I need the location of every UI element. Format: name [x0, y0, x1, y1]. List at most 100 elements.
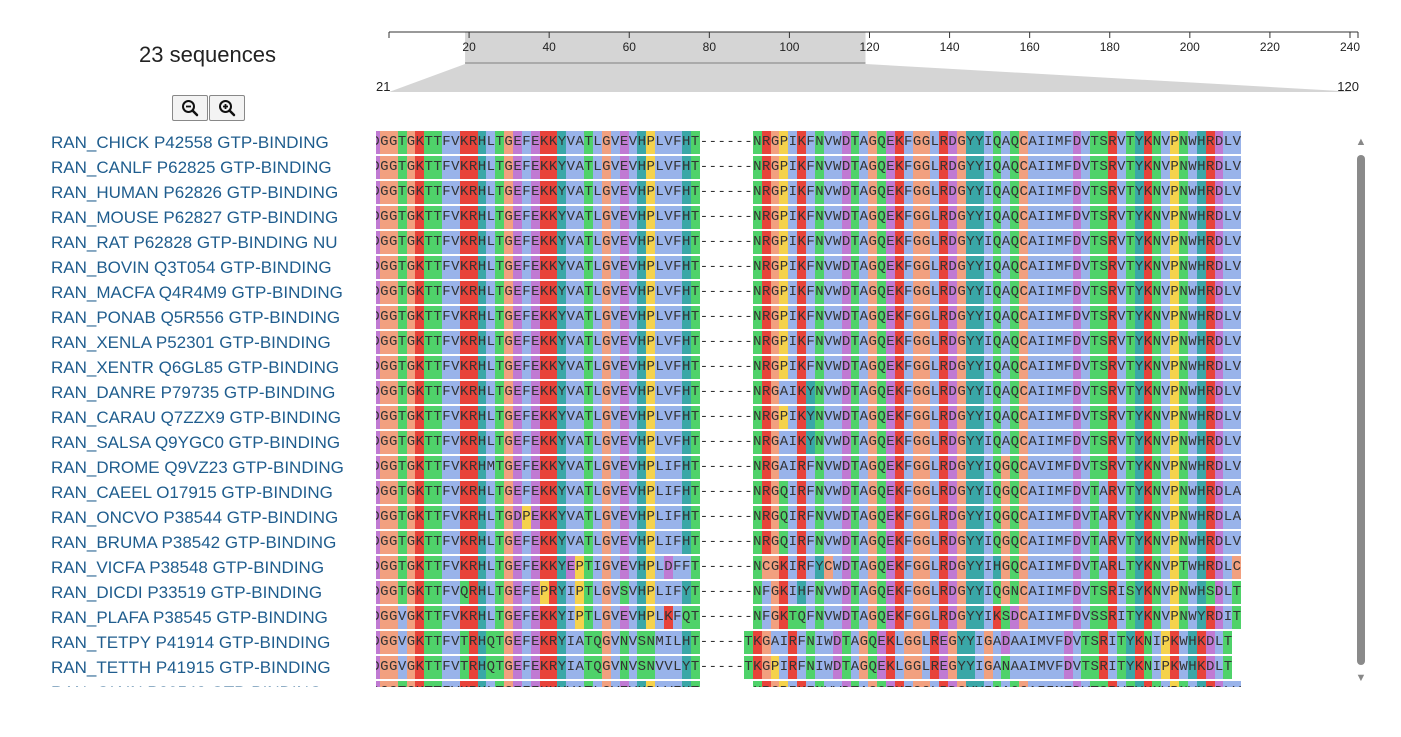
residue-letter: Y: [975, 259, 984, 275]
residue-letter: H: [477, 359, 487, 375]
residue-cell: [1205, 306, 1215, 329]
sequence-label[interactable]: RAN_SALSA Q9YGC0 GTP-BINDING: [51, 433, 341, 452]
residue-cell: [903, 156, 913, 179]
residue-cell: [486, 481, 496, 504]
residue-cell: [619, 156, 629, 179]
residue-letter: E: [513, 384, 522, 400]
residue-letter: K: [797, 359, 806, 375]
sequence-label[interactable]: RAN_DICDI P33519 GTP-BINDING: [51, 583, 323, 602]
residue-cell: [513, 656, 522, 679]
residue-cell: [495, 581, 505, 604]
residue-letter: W: [832, 409, 842, 425]
residue-letter: H: [637, 409, 647, 425]
residue-cell: [1001, 406, 1011, 429]
residue-cell: [1063, 656, 1073, 679]
residue-letter: M: [1054, 134, 1064, 150]
residue-cell: [823, 206, 833, 229]
residue-letter: D: [948, 459, 957, 475]
residue-letter: T: [584, 284, 593, 300]
residue-letter: F: [1063, 284, 1073, 300]
residue-letter: N: [1179, 159, 1188, 175]
sequence-label[interactable]: RAN_RAT P62828 GTP-BINDING NU: [51, 233, 338, 252]
residue-letter: F: [904, 584, 913, 600]
residue-letter: D: [1214, 434, 1224, 450]
sequence-label[interactable]: RAN_CANLF P62825 GTP-BINDING: [51, 158, 332, 177]
scroll-thumb[interactable]: [1357, 155, 1365, 665]
sequence-label[interactable]: RAN_MACFA Q4R4M9 GTP-BINDING: [51, 283, 343, 302]
sequence-label[interactable]: RAN_TETPY P41914 GTP-BINDING: [51, 633, 331, 652]
residue-letter: T: [690, 359, 700, 375]
residue-letter: P: [646, 384, 655, 400]
residue-letter: G: [388, 584, 398, 600]
residue-letter: I: [983, 384, 993, 400]
residue-letter: R: [1205, 309, 1215, 325]
residue-cell: [610, 531, 620, 554]
zoom-out-button[interactable]: [172, 95, 208, 121]
residue-letter: T: [424, 534, 433, 550]
residue-letter: Y: [1197, 609, 1206, 625]
sequence-label[interactable]: RAN_VICFA P38548 GTP-BINDING: [51, 558, 325, 577]
sequence-label[interactable]: RAN_CAEEL O17915 GTP-BINDING: [51, 483, 333, 502]
zoom-in-button[interactable]: [209, 95, 245, 121]
sequence-label[interactable]: RAN_MOUSE P62827 GTP-BINDING: [51, 208, 339, 227]
residue-letter: Q: [1010, 384, 1019, 400]
residue-cell: [788, 456, 798, 479]
residue-letter: T: [584, 309, 593, 325]
sequence-label[interactable]: RAN_GIAIN P38543 GTP-BINDING: [51, 680, 351, 687]
residue-cell: [406, 456, 416, 479]
residue-cell: [637, 281, 647, 304]
residue-cell: [548, 256, 558, 279]
residue-cell: [894, 356, 904, 379]
residue-cell: [415, 406, 425, 429]
residue-cell: [424, 256, 434, 279]
sequence-label[interactable]: RAN_DANRE P79735 GTP-BINDING: [51, 383, 336, 402]
residue-cell: [850, 606, 860, 629]
residue-letter: K: [895, 209, 904, 225]
residue-cell: [1116, 256, 1126, 279]
residue-letter: N: [815, 359, 824, 375]
sequence-label[interactable]: RAN_HUMAN P62826 GTP-BINDING: [51, 183, 339, 202]
vertical-scrollbar[interactable]: ▲ ▼: [1354, 135, 1368, 685]
residue-letter: K: [779, 609, 789, 625]
residue-cell: [468, 431, 478, 454]
residue-cell: [868, 481, 878, 504]
residue-letter: F: [522, 259, 531, 275]
sequence-label[interactable]: RAN_BOVIN Q3T054 GTP-BINDING: [51, 258, 332, 277]
residue-letter: F: [442, 634, 451, 650]
sequence-label[interactable]: RAN_PONAB Q5R556 GTP-BINDING: [51, 308, 341, 327]
scroll-up-arrow-icon[interactable]: ▲: [1355, 136, 1367, 148]
sequence-label[interactable]: RAN_TETTH P41915 GTP-BINDING: [51, 658, 331, 677]
residue-letter: V: [1081, 384, 1091, 400]
alignment-grid[interactable]: DGGTGKTTFVKRHLTGEFEKKYVATLGVEVHPLVFHT---…: [376, 130, 1353, 687]
residue-letter: N: [1179, 609, 1188, 625]
residue-letter: I: [788, 434, 797, 450]
sequence-label[interactable]: RAN_PLAFA P38545 GTP-BINDING: [51, 608, 328, 627]
residue-letter: V: [397, 634, 407, 650]
residue-cell: [1037, 531, 1046, 554]
sequence-label[interactable]: RAN_DROME Q9VZ23 GTP-BINDING: [51, 458, 344, 477]
scroll-down-arrow-icon[interactable]: ▼: [1355, 672, 1367, 684]
residue-letter: Q: [797, 609, 806, 625]
residue-cell: [655, 331, 665, 354]
residue-cell: [948, 156, 958, 179]
sequence-label[interactable]: RAN_CHICK P42558 GTP-BINDING: [51, 133, 329, 152]
sequence-label[interactable]: RAN_XENTR Q6GL85 GTP-BINDING: [51, 358, 340, 377]
residue-letter: H: [637, 509, 647, 525]
residue-cell: [1001, 281, 1011, 304]
residue-letter: T: [744, 634, 753, 650]
sequence-label[interactable]: RAN_ONCVO P38544 GTP-BINDING: [51, 508, 339, 527]
sequence-label[interactable]: RAN_CARAU Q7ZZX9 GTP-BINDING: [51, 408, 341, 427]
sequence-label[interactable]: RAN_BRUMA P38542 GTP-BINDING: [51, 533, 337, 552]
residue-cell: [495, 381, 505, 404]
residue-letter: T: [433, 384, 442, 400]
sequence-label[interactable]: RAN_XENLA P52301 GTP-BINDING: [51, 333, 331, 352]
residue-letter: L: [930, 680, 939, 687]
residue-cell: [1010, 131, 1020, 154]
residue-cell: [992, 681, 1002, 687]
residue-letter: N: [753, 584, 762, 600]
residue-cell: [593, 181, 602, 204]
residue-cell: [1214, 556, 1224, 579]
residue-cell: [983, 306, 993, 329]
residue-cell: [868, 206, 878, 229]
